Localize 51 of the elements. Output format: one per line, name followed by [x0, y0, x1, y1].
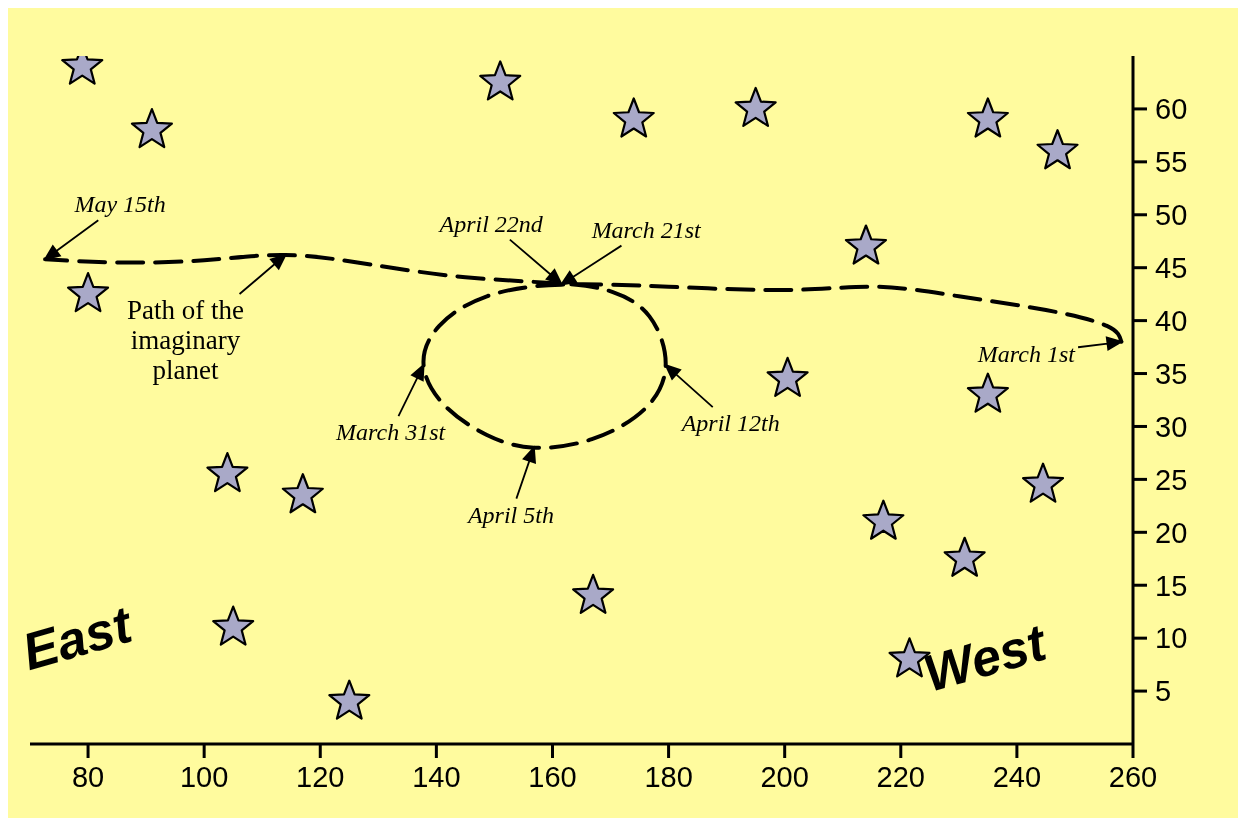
point	[766, 356, 809, 397]
point	[966, 97, 1009, 138]
y-tick-label: 25	[1155, 463, 1188, 496]
annotation: April 12th	[679, 410, 780, 437]
x-tick-label: 260	[1108, 760, 1158, 793]
point	[844, 224, 888, 265]
x-tick-label: 160	[528, 760, 577, 793]
y-tick-label: 5	[1155, 675, 1172, 708]
point	[1036, 129, 1079, 170]
annotation: April 5th	[465, 501, 554, 528]
y-tick-label: 10	[1155, 622, 1188, 655]
x-tick-label: 220	[876, 760, 925, 793]
x-tick-label: 180	[644, 760, 693, 793]
y-tick-label: 50	[1155, 199, 1188, 232]
point	[862, 499, 905, 540]
point	[328, 679, 371, 720]
y-tick-label: 15	[1155, 569, 1188, 602]
x-tick-label: 100	[179, 760, 229, 793]
y-tick-label: 60	[1155, 93, 1188, 126]
point	[206, 451, 249, 493]
y-tick-label: 40	[1155, 304, 1188, 337]
line-series	[43, 252, 1124, 450]
annotation: West	[917, 612, 1053, 704]
y-tick-label: 30	[1155, 410, 1188, 443]
y-tick-label: 35	[1155, 357, 1188, 390]
point	[966, 372, 1009, 413]
point	[212, 605, 255, 646]
annotation: April 22nd	[437, 210, 544, 237]
x-tick-label: 80	[71, 760, 105, 793]
point	[130, 107, 173, 149]
x-tick-label: 200	[760, 760, 809, 793]
annotation: March 31st	[335, 419, 447, 446]
annotation: March 1st	[976, 340, 1077, 367]
point	[479, 60, 522, 101]
annotation: March 21st	[590, 216, 703, 243]
y-tick-label: 20	[1155, 516, 1188, 549]
annotation: East	[15, 594, 138, 682]
x-tick-label: 140	[412, 760, 461, 793]
x-tick-label: 240	[992, 760, 1042, 793]
point	[943, 536, 986, 577]
y-tick-label: 55	[1155, 146, 1188, 179]
annotation: May 15th	[73, 191, 166, 218]
y-tick-label: 45	[1155, 251, 1188, 284]
annotation: Path of the imaginary planet	[126, 294, 244, 385]
point	[66, 272, 110, 313]
point	[612, 97, 655, 138]
point	[734, 86, 777, 128]
x-tick-label: 120	[296, 760, 345, 793]
point	[281, 473, 324, 514]
point	[572, 573, 615, 614]
point	[1021, 462, 1065, 503]
